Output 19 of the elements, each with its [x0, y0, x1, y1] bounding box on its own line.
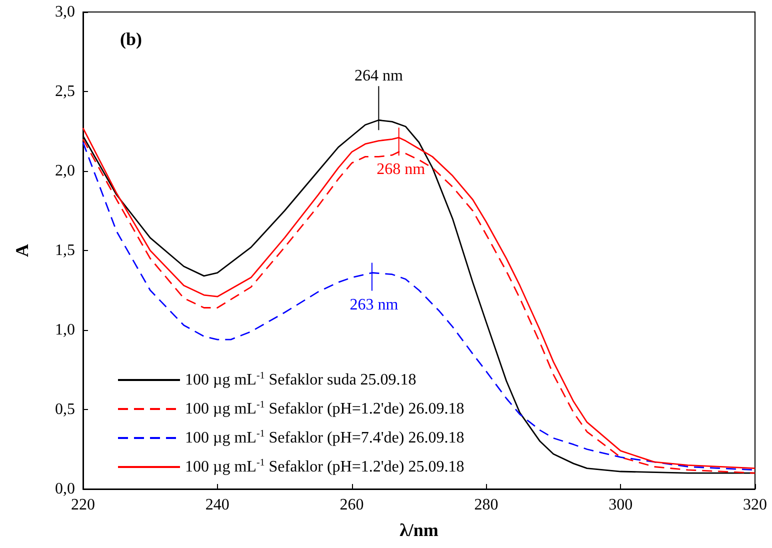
y-tick-label: 2,5 — [55, 83, 75, 100]
annotation: 264 nm — [354, 68, 404, 85]
x-tick-label: 320 — [743, 496, 767, 514]
x-tick-label: 260 — [340, 496, 364, 514]
y-tick-label: 0,5 — [55, 401, 75, 418]
y-axis-title: A — [12, 244, 32, 257]
y-tick-label: 1,5 — [55, 242, 75, 259]
x-tick-label: 300 — [608, 496, 633, 514]
x-axis-title: λ/nm — [400, 520, 438, 540]
y-tick-label: 0,0 — [55, 480, 75, 498]
annotation: 268 nm — [376, 161, 426, 178]
annotation: (b) — [120, 29, 142, 49]
y-tick-label: 3,0 — [55, 4, 75, 20]
x-tick-label: 280 — [474, 496, 498, 514]
x-tick-label: 220 — [71, 496, 95, 514]
y-tick-label: 1,0 — [55, 322, 75, 338]
x-tick-label: 240 — [205, 496, 230, 514]
y-tick-label: 2,0 — [55, 162, 75, 180]
annotation: 263 nm — [350, 296, 399, 314]
